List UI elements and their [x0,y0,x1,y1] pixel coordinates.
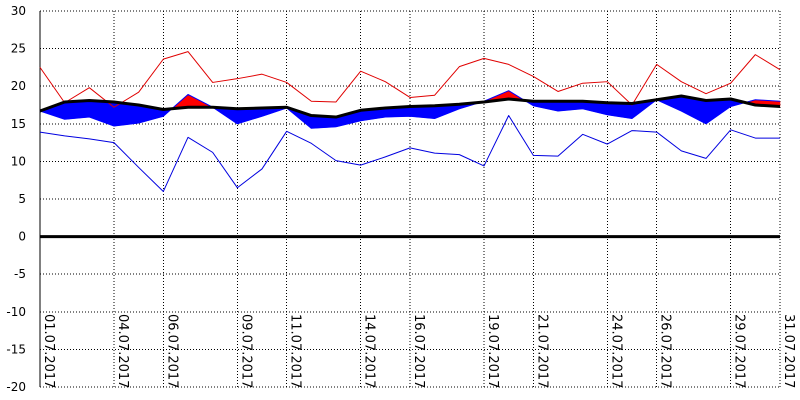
x-tick-label: 16.07.2017 [411,314,426,388]
x-tick-label: 29.07.2017 [732,314,747,388]
y-tick-label: 25 [11,42,26,56]
y-tick-label: -10 [6,305,26,319]
x-tick-label: 31.07.2017 [781,314,796,388]
y-tick-label: -5 [14,267,26,281]
series-line-normal [39,94,781,119]
x-tick-label: 01.07.2017 [41,314,56,388]
x-tick-label: 11.07.2017 [288,314,303,388]
y-tick-label: -15 [6,342,26,356]
series-line-min [39,115,780,192]
y-tick-label: -20 [6,380,26,394]
x-tick-label: 06.07.2017 [164,314,179,388]
grid-lines [39,10,781,388]
x-tick-label: 21.07.2017 [534,314,549,388]
x-tick-label: 09.07.2017 [238,314,253,388]
x-tick-label: 19.07.2017 [485,314,500,388]
y-tick-label: 30 [11,4,26,18]
x-tick-label: 26.07.2017 [658,314,673,388]
series-lines [39,51,781,239]
x-tick-label: 24.07.2017 [608,314,623,388]
below-normal-area [64,100,90,120]
y-axis-ticks: 30 25 20 15 10 5 0 -5 -10 -15 -20 [6,4,26,394]
y-tick-label: 20 [11,79,26,93]
below-normal-area [237,107,263,125]
series-line-max [39,51,781,108]
y-tick-label: 10 [11,154,26,168]
y-tick-label: 15 [11,117,26,131]
x-tick-label: 14.07.2017 [362,314,377,388]
x-axis-ticks: 01.07.2017 04.07.2017 06.07.2017 09.07.2017… [41,314,796,388]
y-tick-label: 5 [18,192,26,206]
y-tick-label: 0 [18,230,26,244]
below-normal-area [705,98,731,125]
x-tick-label: 04.07.2017 [115,314,130,388]
